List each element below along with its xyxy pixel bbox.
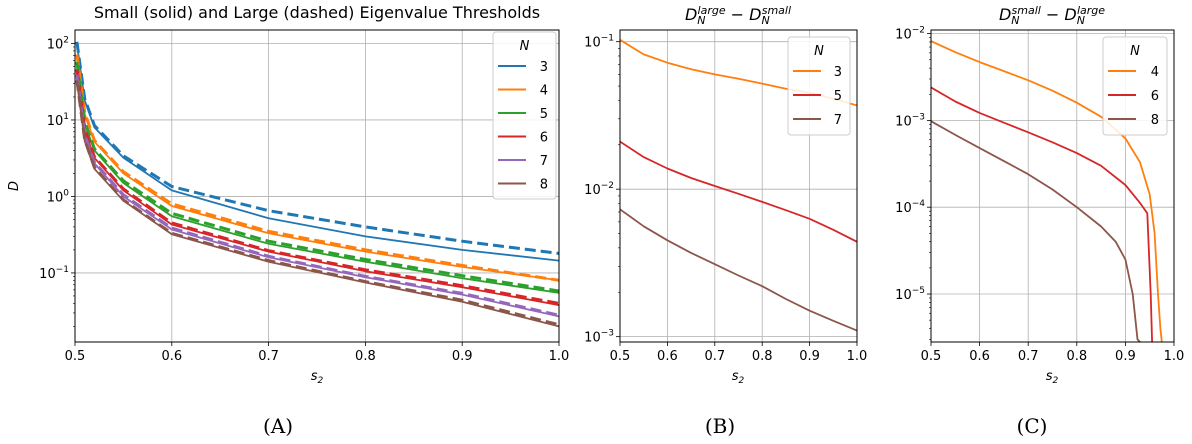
panel-c-caption: (C) xyxy=(1017,414,1048,438)
x-tick-label: 1.0 xyxy=(1164,349,1185,364)
panel-b-xlabel: s2 xyxy=(732,369,745,386)
x-tick-label: 0.7 xyxy=(258,349,279,364)
panel-a-title: Small (solid) and Large (dashed) Eigenva… xyxy=(94,3,540,22)
series-line-N5 xyxy=(620,140,857,243)
legend-title: N xyxy=(814,44,824,59)
x-tick-label: 0.5 xyxy=(65,349,86,364)
x-tick-label: 0.8 xyxy=(1066,349,1087,364)
panel-a-xlabel: s2 xyxy=(311,369,324,386)
panel-b-legend: N3 5 7 xyxy=(787,36,851,136)
y-tick-label: 10−3 xyxy=(584,329,614,346)
panel-a-axes-frame xyxy=(74,29,560,343)
x-tick-label: 0.6 xyxy=(657,349,678,364)
panel-b: DNlarge − DNsmall 0.5 0.6 0.7 0.8 0.9 1.0 10−1… xyxy=(584,4,867,438)
x-tick-label: 0.9 xyxy=(799,349,820,364)
y-tick-label: 101 xyxy=(47,112,69,129)
x-tick-label: 1.0 xyxy=(847,349,868,364)
panel-c-legend: N4 6 8 xyxy=(1102,36,1168,136)
panel-b-axes-frame xyxy=(619,29,858,343)
y-tick-label: 10−2 xyxy=(584,181,614,198)
series-line-N3-dashed xyxy=(75,41,559,255)
x-tick-label: 0.9 xyxy=(452,349,473,364)
panel-c-ticks: 0.5 0.6 0.7 0.8 0.9 1.0 10−2 10−3 10−4 10−5 xyxy=(895,26,1184,364)
series-line-N6 xyxy=(931,86,1153,342)
x-tick-label: 0.9 xyxy=(1115,349,1136,364)
series-line-N8-dashed xyxy=(75,80,559,327)
panel-c: DNsmall − DNlarge 0.5 0.6 0.7 0.8 0.9 1.0 10−2… xyxy=(895,4,1184,438)
panel-c-xlabel: s2 xyxy=(1046,369,1059,386)
y-tick-label: 10−2 xyxy=(895,26,925,43)
legend-label-N8: 8 xyxy=(540,178,548,193)
panel-a-legend: N3 4 5 6 7 8 xyxy=(492,31,557,200)
y-tick-label: 10−5 xyxy=(895,286,925,303)
panel-b-ticks: 0.5 0.6 0.7 0.8 0.9 1.0 10−1 10−2 10−3 xyxy=(584,34,867,364)
panel-c-title: DNsmall − DNlarge xyxy=(999,4,1105,27)
legend-label-N6: 6 xyxy=(540,131,548,146)
x-tick-label: 0.8 xyxy=(355,349,376,364)
x-tick-label: 0.6 xyxy=(969,349,990,364)
series-line-N3 xyxy=(76,43,559,262)
legend-label-N4: 4 xyxy=(540,84,548,99)
legend-label-N5: 5 xyxy=(834,89,842,104)
y-tick-label: 102 xyxy=(47,35,69,52)
series-line-N5-dashed xyxy=(75,61,559,293)
legend-label-N7: 7 xyxy=(834,113,842,128)
legend-title: N xyxy=(520,39,530,54)
panel-c-series xyxy=(931,40,1163,342)
legend-box xyxy=(1102,36,1168,136)
panel-b-title: DNlarge − DNsmall xyxy=(685,4,791,27)
x-tick-label: 0.5 xyxy=(610,349,631,364)
series-line-N4 xyxy=(931,40,1163,342)
series-line-N8 xyxy=(931,120,1141,342)
panel-a-ylabel: D xyxy=(7,181,22,191)
legend-box xyxy=(787,36,851,136)
panel-a-series xyxy=(75,41,559,328)
panel-c-axes-frame xyxy=(930,29,1175,343)
series-line-N4-dashed xyxy=(75,54,559,282)
legend-label-N6: 6 xyxy=(1151,89,1159,104)
series-line-N6-dashed xyxy=(75,69,559,305)
y-tick-label: 100 xyxy=(47,188,70,205)
y-tick-label: 10−1 xyxy=(584,34,614,51)
legend-label-N4: 4 xyxy=(1151,65,1159,80)
panel-a: Small (solid) and Large (dashed) Eigenva… xyxy=(7,3,569,438)
series-line-N7 xyxy=(620,208,857,332)
series-line-N5 xyxy=(76,63,559,294)
x-tick-label: 0.6 xyxy=(161,349,182,364)
panel-a-ticks: 0.5 0.6 0.7 0.8 0.9 1.0 102 101 100 10−1 xyxy=(39,35,569,364)
y-tick-label: 10−4 xyxy=(895,199,925,216)
x-tick-label: 0.8 xyxy=(752,349,773,364)
y-tick-label: 10−1 xyxy=(39,265,69,282)
legend-label-N8: 8 xyxy=(1151,113,1159,128)
x-tick-label: 1.0 xyxy=(549,349,570,364)
x-tick-label: 0.5 xyxy=(921,349,942,364)
y-tick-label: 10−3 xyxy=(895,112,925,129)
legend-label-N3: 3 xyxy=(834,65,842,80)
series-line-N7-dashed xyxy=(75,74,559,317)
x-tick-label: 0.7 xyxy=(704,349,725,364)
series-line-N4 xyxy=(76,55,559,282)
legend-label-N5: 5 xyxy=(540,107,548,122)
legend-label-N7: 7 xyxy=(540,154,548,169)
x-tick-label: 0.7 xyxy=(1018,349,1039,364)
panel-b-caption: (B) xyxy=(705,414,735,438)
panel-a-grid xyxy=(74,30,560,342)
legend-box xyxy=(492,31,557,200)
panel-a-caption: (A) xyxy=(263,414,293,438)
legend-label-N3: 3 xyxy=(540,60,548,75)
legend-title: N xyxy=(1130,44,1140,59)
